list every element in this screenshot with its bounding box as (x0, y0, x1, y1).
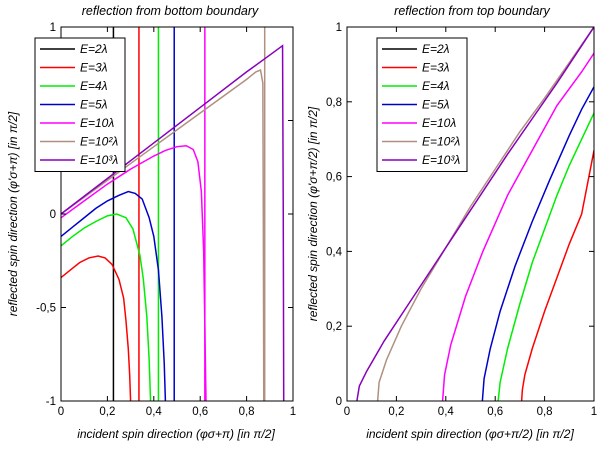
x-tick-label: 0,2 (388, 406, 404, 418)
legend-entry: E=3λ (422, 61, 450, 75)
x-tick-label: 0,2 (99, 406, 115, 418)
series-line (520, 150, 594, 401)
x-tick-label: 1 (290, 406, 296, 418)
tick-group: 00,20,40,60,81-1-0,500,51 (36, 22, 296, 418)
legend: E=2λ E=3λ E=4λ E=5λ E=10λ E=10²λ E=10³λ (376, 37, 468, 172)
y-tick-label: 0,8 (326, 97, 342, 109)
legend-entry: E=3λ (80, 61, 108, 75)
plot-area (356, 27, 594, 401)
series-line (61, 255, 132, 401)
x-tick-label: 0,8 (537, 406, 553, 418)
chart-top-boundary: reflection from top boundary incident sp… (306, 4, 597, 441)
x-tick-label: 0,4 (438, 406, 455, 418)
legend-entry: E=10³λ (80, 153, 118, 167)
legend-entry: E=10²λ (80, 135, 118, 149)
plot-frame (346, 26, 595, 402)
legend-entry: E=5λ (80, 98, 108, 112)
x-tick-label: 0 (344, 406, 350, 418)
legend-entry: E=10³λ (422, 153, 460, 167)
x-tick-label: 0,6 (487, 406, 503, 418)
series-line (61, 144, 207, 401)
legend-entry: E=2λ (80, 42, 108, 56)
y-tick-label: 0 (336, 396, 342, 408)
chart-bottom-boundary: reflection from bottom boundary incident… (6, 4, 296, 441)
series-line (61, 190, 167, 401)
y-tick-label: 0 (50, 209, 56, 221)
y-tick-label: 0,2 (326, 321, 342, 333)
legend-entry: E=4λ (80, 79, 108, 93)
x-tick-label: 0,4 (146, 406, 163, 418)
x-tick-label: 0,8 (239, 406, 255, 418)
legend-entry: E=10λ (80, 116, 114, 130)
legend-entry: E=5λ (422, 98, 450, 112)
series-line (356, 27, 594, 401)
legend-entry: E=2λ (422, 42, 450, 56)
y-tick-label: 0,4 (326, 246, 343, 258)
y-tick-label: -0,5 (36, 303, 56, 315)
y-tick-label: 1 (336, 22, 342, 34)
x-axis-label: incident spin direction (φσ+π/2) [in π/2… (366, 427, 574, 441)
series-line (376, 27, 594, 401)
chart-title: reflection from bottom boundary (82, 4, 259, 18)
series-line (61, 68, 265, 401)
series-line (481, 86, 594, 401)
chart-title: reflection from top boundary (394, 4, 550, 18)
x-tick-label: 1 (591, 406, 597, 418)
y-axis-label: reflected spin direction (φ'σ+π/2) [in π… (306, 106, 320, 321)
series-line (497, 112, 594, 401)
tick-group: 0 0,2 0,4 0,6 0,8 1 0 0,2 0,4 0,6 0,8 1 (326, 22, 597, 418)
x-tick-label: 0 (58, 406, 64, 418)
y-tick-label: 1 (50, 22, 56, 34)
y-axis-label: reflected spin direction (φ'σ+π) [in π/2… (6, 111, 20, 316)
y-tick-label: 0,6 (326, 172, 342, 184)
legend: E=2λ E=3λ E=4λ E=5λ E=10λ E=10²λ E=10³λ (34, 37, 126, 172)
series-line (61, 213, 152, 401)
legend-entry: E=10λ (422, 116, 456, 130)
y-tick-label: -1 (46, 396, 56, 408)
x-axis-label: incident spin direction (φσ+π) [in π/2] (77, 427, 275, 441)
legend-entry: E=4λ (422, 79, 450, 93)
x-tick-label: 0,6 (192, 406, 208, 418)
series-line (441, 52, 594, 401)
legend-entry: E=10²λ (422, 135, 460, 149)
